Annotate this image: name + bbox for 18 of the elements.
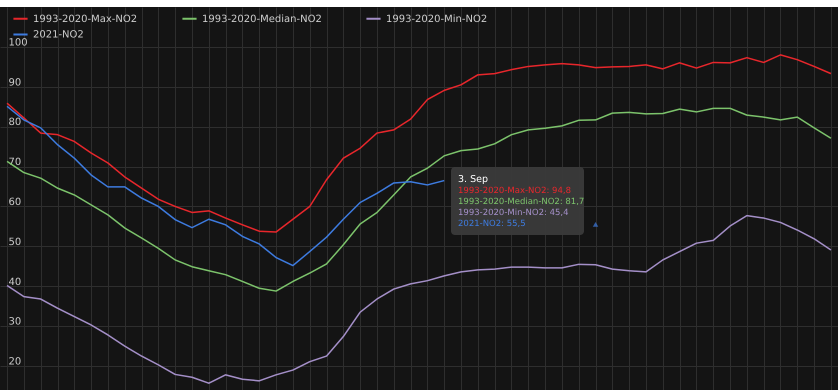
y-tick-label: 100: [8, 37, 28, 48]
y-tick-label: 40: [8, 276, 22, 288]
y-tick-label: 30: [8, 316, 22, 328]
y-tick-label: 90: [8, 77, 22, 88]
legend-label: 2021-NO2: [33, 30, 84, 40]
y-tick-label: 70: [8, 157, 22, 168]
annotation: 1993-2020-Min-NO2: 45,4: [458, 208, 568, 218]
y-tick-label: 80: [8, 117, 22, 128]
annotation: 3. Sep: [458, 174, 488, 185]
annotation: 2021-NO2: 55,5: [458, 219, 526, 229]
legend-label: 1993-2020-Median-NO2: [202, 14, 322, 25]
y-tick-label: 50: [8, 236, 22, 248]
y-tick-label: 20: [8, 356, 22, 368]
y-tick-label: 60: [8, 196, 22, 208]
legend-label: 1993-2020-Max-NO2: [33, 14, 138, 25]
legend-label: 1993-2020-Min-NO2: [386, 14, 488, 25]
annotation: 1993-2020-Max-NO2: 94,8: [458, 186, 571, 196]
annotation: 1993-2020-Median-NO2: 81,7: [458, 197, 584, 207]
